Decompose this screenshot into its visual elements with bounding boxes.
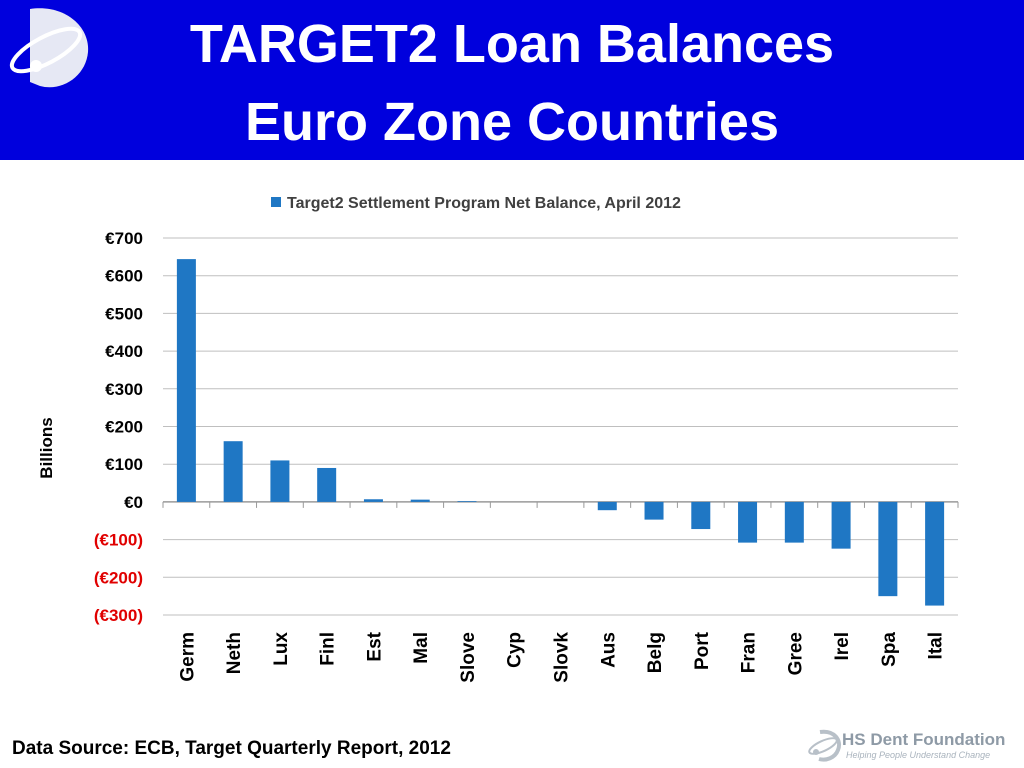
bar-belg [644, 501, 664, 520]
brand-name: HS Dent Foundation [842, 730, 1006, 749]
x-tick-label: Est [364, 631, 385, 661]
bar-ital [925, 501, 945, 606]
y-tick-label: €300 [105, 380, 143, 399]
x-tick-label: Mal [411, 632, 432, 664]
x-tick-label: Irel [832, 632, 853, 661]
y-tick-label: (€300) [94, 606, 143, 625]
bar-germ [176, 259, 196, 502]
x-tick-label: Lux [271, 632, 292, 666]
x-tick-label: Neth [224, 632, 245, 674]
x-tick-label: Slovk [552, 632, 573, 683]
y-tick-label: €700 [105, 229, 143, 248]
y-tick-label: €200 [105, 418, 143, 437]
page-title-line-1: TARGET2 Loan Balances [189, 14, 835, 74]
y-tick-label: €100 [105, 455, 143, 474]
bar-irel [831, 501, 851, 549]
y-tick-label: (€100) [94, 531, 143, 550]
x-tick-label: Germ [177, 632, 198, 682]
brand-logo: HS Dent Foundation Helping People Unders… [806, 728, 1016, 762]
data-source-note: Data Source: ECB, Target Quarterly Repor… [12, 738, 451, 759]
x-tick-label: Cyp [505, 632, 526, 668]
x-tick-label: Slove [458, 632, 479, 683]
legend-swatch [271, 197, 281, 207]
bar-lux [270, 460, 290, 502]
x-tick-label: Spa [879, 632, 900, 667]
y-tick-label: €600 [105, 267, 143, 286]
x-tick-label: Finl [318, 632, 339, 666]
y-tick-label: (€200) [94, 568, 143, 587]
bar-est [363, 499, 383, 502]
brand-tagline: Helping People Understand Change [846, 750, 991, 760]
y-tick-label: €0 [124, 493, 143, 512]
bar-chart: €700 €600 €500 €400 €300 €200 €100 €0 (€100) (€20… [37, 195, 959, 683]
x-tick-label: Belg [645, 632, 666, 673]
bar-spa [878, 501, 898, 597]
y-tick-label: €500 [105, 304, 143, 323]
bar-port [691, 501, 711, 530]
x-tick-label: Port [692, 631, 713, 670]
x-tick-label: Fran [739, 632, 760, 673]
bar-mal [410, 499, 430, 502]
legend-label: Target2 Settlement Program Net Balance, … [287, 195, 681, 212]
bar-gree [784, 501, 804, 543]
x-tick-label: Aus [598, 632, 619, 668]
x-tick-label: Ital [926, 632, 947, 659]
bar-aus [597, 501, 617, 511]
foundation-logo-icon [9, 8, 89, 88]
y-tick-label: €400 [105, 342, 143, 361]
page-title-line-2: Euro Zone Countries [244, 92, 779, 152]
y-axis-label: Billions [37, 417, 56, 478]
bar-finl [317, 467, 337, 502]
bar-slove [457, 501, 477, 502]
bar-neth [223, 441, 243, 502]
foundation-swoosh-icon [808, 729, 841, 762]
x-tick-label: Gree [785, 632, 806, 675]
bar-fran [738, 501, 758, 543]
title-banner: TARGET2 Loan Balances Euro Zone Countrie… [0, 0, 1024, 160]
